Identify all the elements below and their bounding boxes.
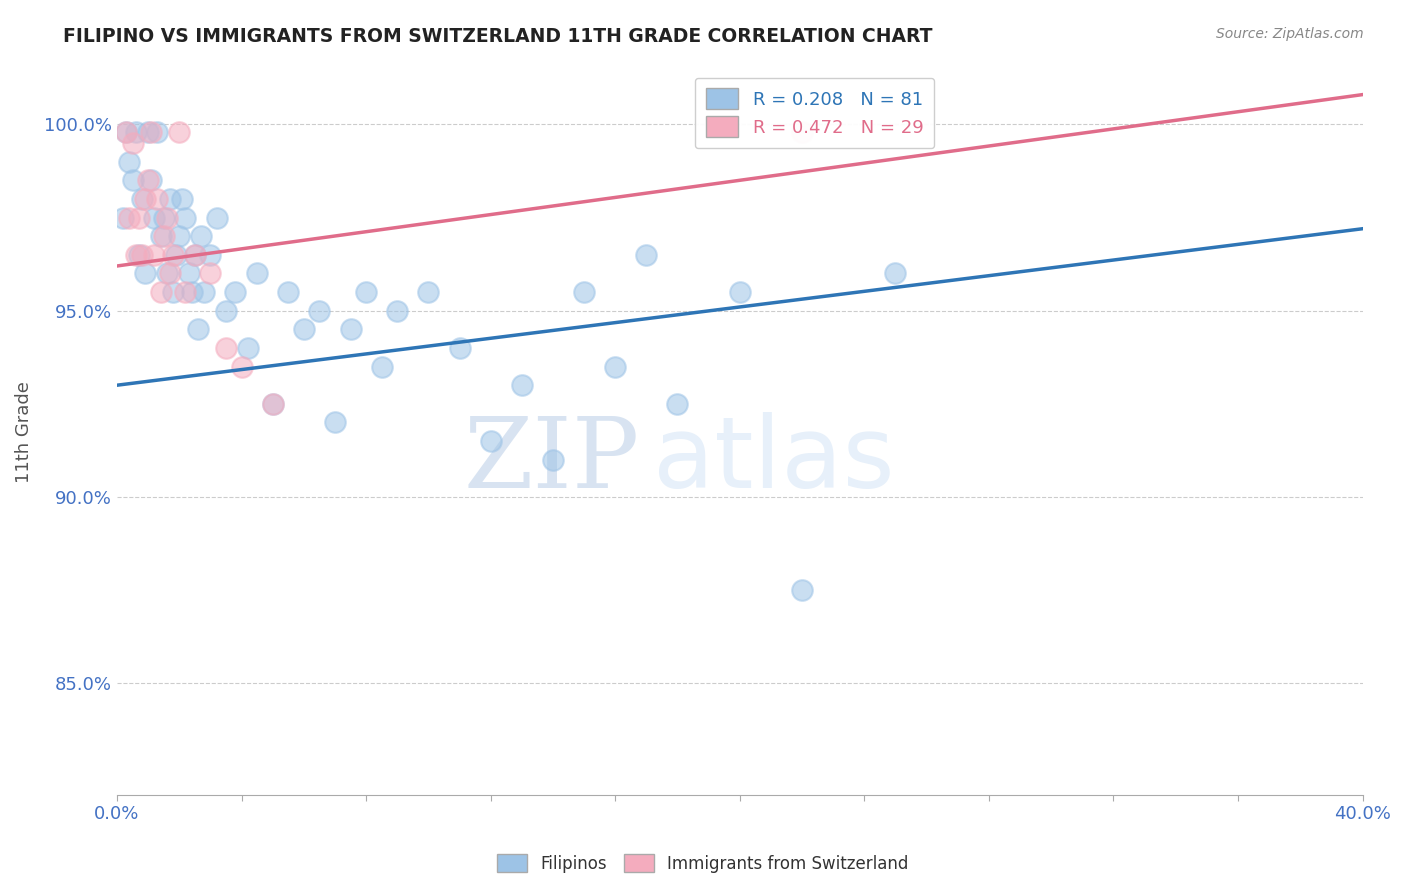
Point	[143, 211, 166, 225]
Point	[510, 378, 533, 392]
Point	[167, 125, 190, 139]
Point	[167, 229, 190, 244]
Point	[418, 285, 440, 299]
Point	[172, 192, 194, 206]
Point	[131, 248, 153, 262]
Point	[215, 341, 238, 355]
Point	[884, 267, 907, 281]
Point	[236, 341, 259, 355]
Point	[146, 192, 169, 206]
Point	[572, 285, 595, 299]
Point	[387, 303, 409, 318]
Point	[323, 416, 346, 430]
Point	[146, 125, 169, 139]
Point	[728, 285, 751, 299]
Y-axis label: 11th Grade: 11th Grade	[15, 381, 32, 483]
Point	[128, 211, 150, 225]
Legend: R = 0.208   N = 81, R = 0.472   N = 29: R = 0.208 N = 81, R = 0.472 N = 29	[695, 78, 934, 148]
Point	[112, 211, 135, 225]
Point	[605, 359, 627, 374]
Point	[134, 267, 156, 281]
Point	[636, 248, 658, 262]
Point	[370, 359, 392, 374]
Point	[292, 322, 315, 336]
Point	[159, 192, 181, 206]
Point	[152, 229, 174, 244]
Point	[541, 452, 564, 467]
Point	[246, 267, 269, 281]
Point	[174, 211, 197, 225]
Point	[128, 248, 150, 262]
Point	[262, 397, 284, 411]
Point	[149, 285, 172, 299]
Point	[115, 125, 138, 139]
Text: Source: ZipAtlas.com: Source: ZipAtlas.com	[1216, 27, 1364, 41]
Text: ZIP: ZIP	[464, 413, 640, 508]
Point	[339, 322, 361, 336]
Point	[131, 192, 153, 206]
Point	[790, 583, 813, 598]
Point	[152, 211, 174, 225]
Point	[136, 125, 159, 139]
Point	[159, 267, 181, 281]
Point	[143, 248, 166, 262]
Point	[666, 397, 689, 411]
Point	[136, 173, 159, 187]
Point	[354, 285, 377, 299]
Point	[479, 434, 502, 449]
Point	[118, 211, 141, 225]
Point	[215, 303, 238, 318]
Point	[162, 248, 184, 262]
Point	[262, 397, 284, 411]
Point	[115, 125, 138, 139]
Point	[205, 211, 228, 225]
Point	[177, 267, 200, 281]
Legend: Filipinos, Immigrants from Switzerland: Filipinos, Immigrants from Switzerland	[491, 847, 915, 880]
Point	[118, 154, 141, 169]
Point	[184, 248, 207, 262]
Point	[165, 248, 187, 262]
Point	[200, 248, 222, 262]
Point	[277, 285, 299, 299]
Point	[141, 125, 163, 139]
Point	[184, 248, 207, 262]
Point	[224, 285, 246, 299]
Point	[790, 125, 813, 139]
Text: atlas: atlas	[652, 412, 894, 509]
Point	[231, 359, 253, 374]
Point	[141, 173, 163, 187]
Point	[121, 173, 143, 187]
Point	[190, 229, 212, 244]
Point	[156, 267, 179, 281]
Point	[200, 267, 222, 281]
Point	[121, 136, 143, 150]
Point	[193, 285, 215, 299]
Point	[124, 125, 146, 139]
Point	[149, 229, 172, 244]
Point	[162, 285, 184, 299]
Point	[449, 341, 471, 355]
Point	[187, 322, 209, 336]
Point	[124, 248, 146, 262]
Point	[174, 285, 197, 299]
Point	[134, 192, 156, 206]
Text: FILIPINO VS IMMIGRANTS FROM SWITZERLAND 11TH GRADE CORRELATION CHART: FILIPINO VS IMMIGRANTS FROM SWITZERLAND …	[63, 27, 932, 45]
Point	[308, 303, 330, 318]
Point	[180, 285, 202, 299]
Point	[156, 211, 179, 225]
